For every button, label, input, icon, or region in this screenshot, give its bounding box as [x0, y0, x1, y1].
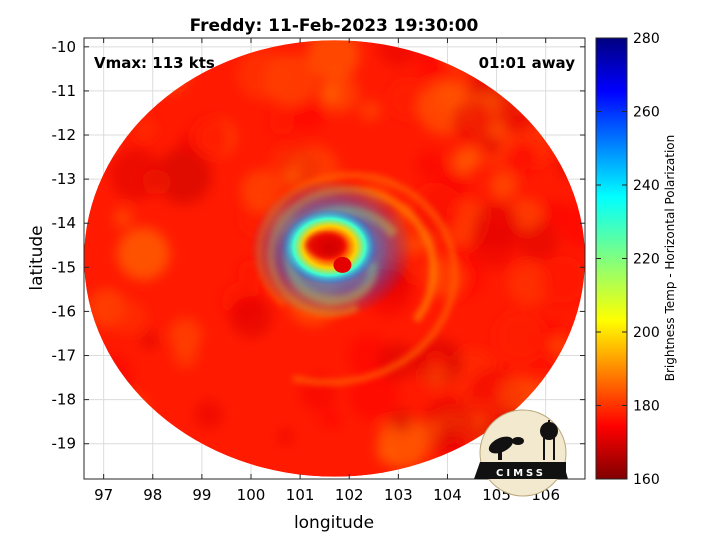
colorbar-tick-label: 260 — [633, 105, 660, 121]
texture-cell — [194, 400, 224, 429]
y-tick-label: -18 — [52, 391, 77, 409]
texture-cell — [494, 310, 546, 362]
x-tick-label: 99 — [192, 486, 211, 504]
x-axis-ticks: 97 98 99 100 101 102 103 104 105 106 — [94, 38, 560, 504]
texture-cell — [132, 116, 157, 141]
x-axis-label: longitude — [294, 513, 374, 533]
colorbar-tick-label: 240 — [633, 178, 660, 194]
y-axis-label: latitude — [27, 225, 47, 290]
texture-cell — [468, 219, 518, 269]
colorbar-tick-label: 200 — [633, 325, 660, 341]
texture-cell — [112, 299, 147, 335]
texture-cell — [237, 49, 289, 101]
x-tick-label: 100 — [237, 486, 266, 504]
texture-cell — [109, 148, 162, 201]
x-tick-label: 97 — [94, 486, 113, 504]
texture-cell — [436, 424, 461, 449]
cimss-logo: CIMSS — [474, 409, 568, 497]
texture-cell — [320, 408, 342, 430]
colorbar-tick-label: 220 — [633, 252, 660, 268]
texture-cell — [307, 40, 360, 81]
texture-cell — [505, 141, 539, 176]
texture-cell — [507, 263, 549, 305]
texture-cell — [230, 296, 272, 338]
logo-text: CIMSS — [496, 468, 546, 479]
time-away-annotation: 01:01 away — [479, 54, 576, 72]
y-tick-label: -15 — [52, 258, 77, 276]
colorbar-tick-label: 180 — [633, 399, 660, 415]
texture-cell — [322, 83, 342, 104]
x-tick-label: 102 — [335, 486, 364, 504]
texture-cell — [388, 80, 427, 119]
colorbar-tick-label: 160 — [633, 472, 660, 488]
x-tick-label: 98 — [143, 486, 162, 504]
vmax-annotation: Vmax: 113 kts — [94, 54, 215, 72]
texture-cell — [168, 317, 203, 352]
texture-cell — [113, 208, 133, 228]
texture-cell — [189, 116, 231, 159]
y-tick-label: -13 — [52, 170, 77, 188]
texture-cell — [269, 109, 295, 135]
texture-cell — [376, 442, 398, 464]
texture-cell — [538, 255, 585, 303]
chart-title: Freddy: 11-Feb-2023 19:30:00 — [190, 16, 479, 36]
y-tick-label: -10 — [52, 38, 77, 56]
y-tick-label: -17 — [52, 347, 77, 365]
water-tower-icon — [540, 420, 558, 460]
texture-cell — [451, 99, 495, 143]
texture-cell — [452, 147, 479, 174]
y-tick-label: -19 — [52, 435, 77, 453]
eyewall-core — [305, 232, 346, 257]
colorbar-label: Brightness Temp - Horizontal Polarizatio… — [663, 135, 677, 382]
x-tick-label: 104 — [433, 486, 462, 504]
texture-cell — [558, 201, 585, 249]
colorbar-ticks: 280 260 240 220 200 180 160 — [596, 31, 660, 488]
x-tick-label: 101 — [286, 486, 315, 504]
y-tick-label: -16 — [52, 302, 77, 320]
texture-cell — [117, 227, 170, 281]
texture-cell — [277, 428, 294, 445]
texture-cell — [489, 171, 518, 200]
texture-cell — [155, 148, 212, 205]
texture-cell — [423, 364, 450, 391]
y-tick-label: -14 — [52, 214, 77, 232]
storm-eye — [333, 256, 352, 273]
logo-banner — [474, 462, 568, 479]
y-tick-label: -11 — [52, 82, 77, 100]
texture-cell — [482, 135, 501, 154]
satellite-dish-icon — [488, 436, 524, 460]
x-tick-label: 103 — [384, 486, 413, 504]
texture-cell — [415, 150, 445, 180]
plot-border — [83, 37, 586, 480]
y-tick-label: -12 — [52, 126, 77, 144]
texture-cell — [388, 409, 413, 433]
colorbar-tick-label: 280 — [633, 31, 660, 47]
texture-cell — [140, 331, 159, 350]
y-axis-ticks: -10 -11 -12 -13 -14 -15 -16 -17 -18 -19 — [52, 38, 585, 453]
colorbar — [595, 37, 628, 480]
texture-cell — [359, 100, 381, 122]
